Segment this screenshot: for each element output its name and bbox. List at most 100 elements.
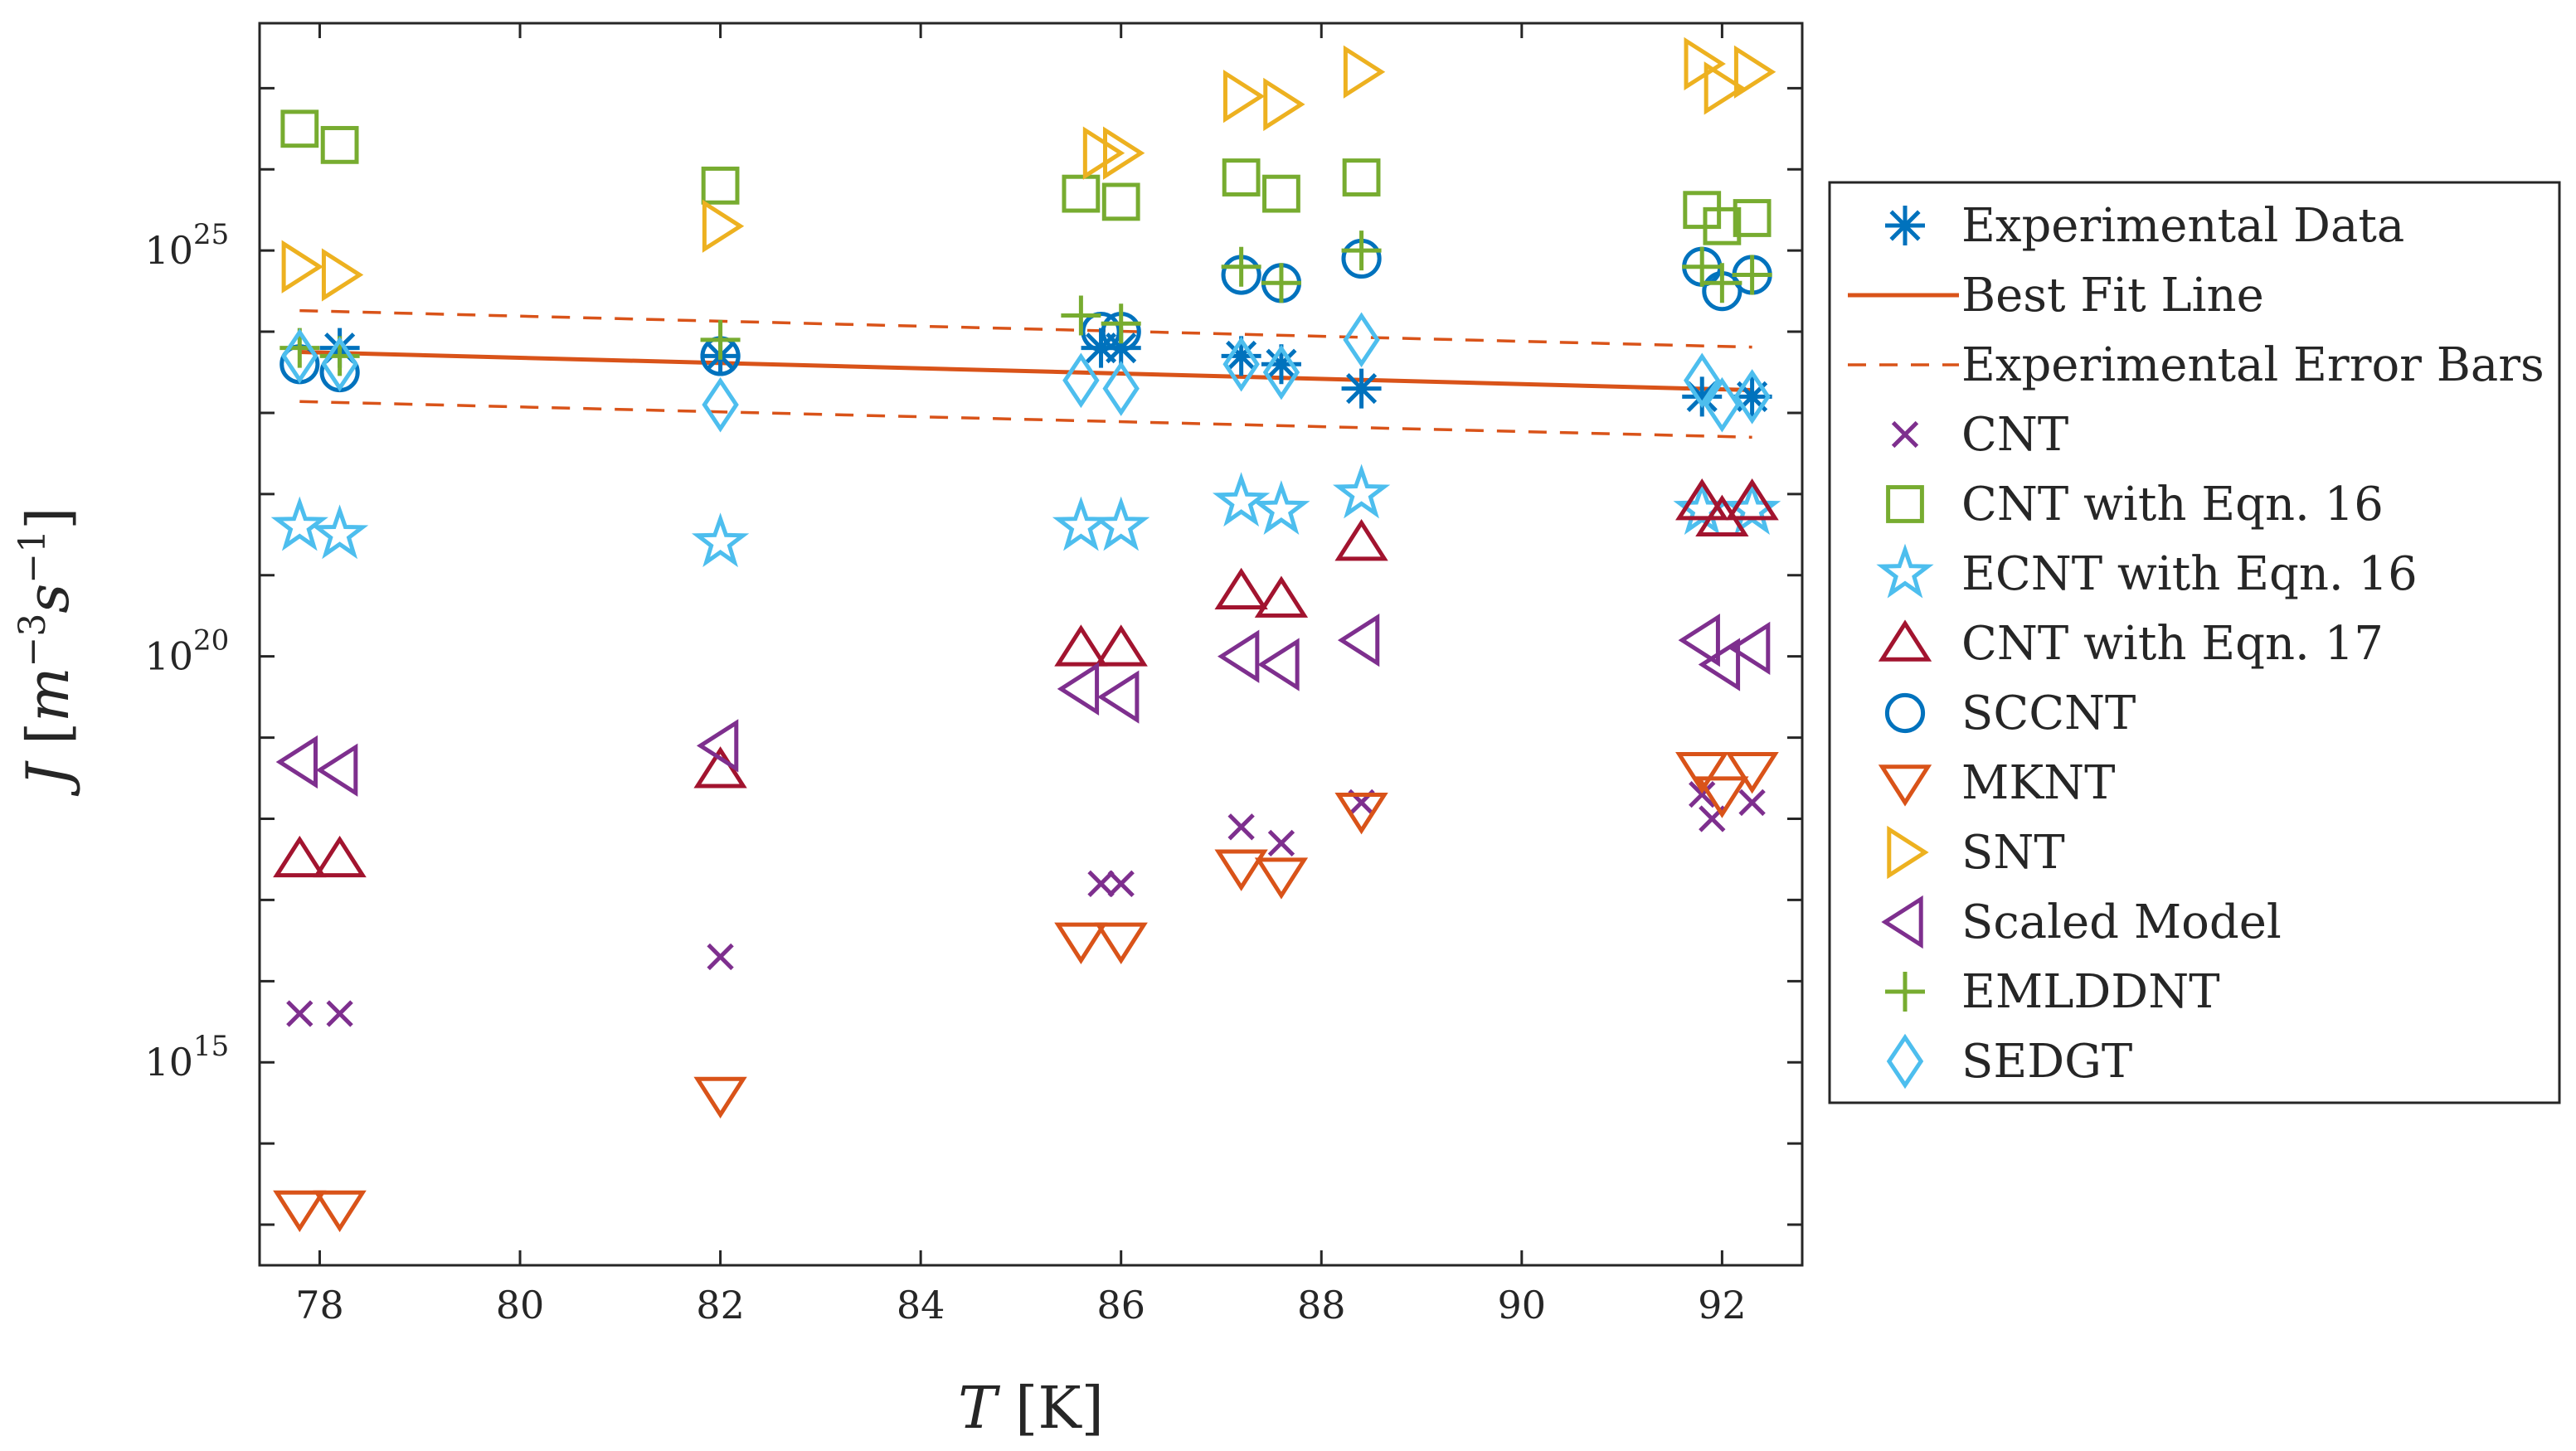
- legend-marker-cnt-with-eqn-17: [1878, 619, 1932, 662]
- marker-emlddnt: [1061, 295, 1101, 336]
- marker-snt: [321, 248, 364, 302]
- x-tick-label: 90: [1498, 1283, 1547, 1327]
- x-tick-label: 78: [295, 1283, 344, 1327]
- marker-mknt: [313, 1190, 367, 1233]
- marker-cnt-with-eqn-17: [1254, 575, 1309, 618]
- legend-label-cnt-with-eqn-17: CNT with Eqn. 17: [1961, 617, 2384, 671]
- marker-cnt-with-eqn-16: [1342, 158, 1381, 197]
- x-tick-label: 86: [1096, 1283, 1145, 1327]
- error-bar-lower: [299, 400, 1752, 439]
- marker-cnt-with-eqn-17: [313, 835, 367, 878]
- marker-sedgt: [321, 336, 358, 392]
- y-tick-label: 10: [144, 634, 193, 679]
- legend-marker-snt: [1887, 825, 1929, 880]
- legend-marker-scaled-model: [1881, 895, 1923, 949]
- marker-snt: [1222, 69, 1266, 124]
- marker-cnt: [1689, 780, 1716, 808]
- marker-emlddnt: [1261, 263, 1301, 303]
- legend-label-sedgt: SEDGT: [1961, 1035, 2132, 1089]
- marker-cnt: [286, 1000, 313, 1027]
- marker-mknt: [1094, 922, 1148, 965]
- marker-experimental-data: [1221, 336, 1261, 376]
- marker-mknt: [1254, 857, 1309, 900]
- marker-ecnt-with-eqn-16: [310, 504, 369, 560]
- marker-mknt: [1334, 793, 1388, 835]
- marker-cnt: [1227, 813, 1255, 841]
- marker-cnt-with-eqn-17: [1214, 567, 1268, 610]
- marker-cnt-with-eqn-17: [1054, 624, 1108, 667]
- marker-ecnt-with-eqn-16: [1212, 472, 1271, 527]
- legend-label-experimental-data: Experimental Data: [1961, 199, 2404, 253]
- marker-snt: [1263, 77, 1305, 132]
- legend-marker-experimental-data: [1885, 206, 1925, 245]
- legend-marker-sedgt: [1886, 1033, 1924, 1089]
- x-tick-label: 88: [1297, 1283, 1346, 1327]
- marker-cnt: [1738, 789, 1766, 817]
- marker-cnt-with-eqn-16: [280, 109, 319, 148]
- marker-sedgt: [1704, 376, 1741, 433]
- marker-sedgt: [1222, 336, 1260, 392]
- legend-label-mknt: MKNT: [1961, 756, 2116, 810]
- legend-marker-mknt: [1878, 764, 1932, 807]
- marker-emlddnt: [1101, 303, 1141, 344]
- y-axis-var: J: [14, 760, 82, 797]
- legend-label-sccnt: SCCNT: [1961, 687, 2136, 740]
- marker-emlddnt: [1732, 255, 1772, 295]
- marker-mknt: [273, 1190, 327, 1233]
- x-tick-label: 80: [496, 1283, 545, 1327]
- marker-snt: [1343, 45, 1386, 99]
- marker-cnt-with-eqn-16: [320, 125, 359, 164]
- marker-emlddnt: [700, 319, 741, 360]
- marker-mknt: [693, 1076, 747, 1119]
- plot-area: [258, 22, 1804, 1267]
- marker-sedgt: [1262, 344, 1300, 400]
- marker-cnt-with-eqn-16: [701, 166, 740, 205]
- marker-snt: [702, 199, 745, 253]
- marker-emlddnt: [1341, 231, 1382, 271]
- legend-label-ecnt-with-eqn-16: ECNT with Eqn. 16: [1961, 547, 2418, 601]
- marker-sedgt: [702, 376, 739, 433]
- marker-cnt-with-eqn-17: [273, 835, 327, 878]
- marker-sccnt: [1081, 311, 1121, 352]
- marker-scaled-model: [1097, 670, 1140, 724]
- legend-label-scaled-model: Scaled Model: [1961, 895, 2282, 949]
- legend-label-best-fit-line: Best Fit Line: [1961, 269, 2264, 323]
- marker-mknt: [1695, 776, 1749, 818]
- marker-snt: [1103, 126, 1145, 180]
- legend-label-emlddnt: EMLDDNT: [1961, 965, 2220, 1019]
- legend-marker-sccnt: [1884, 692, 1926, 734]
- marker-cnt-with-eqn-17: [1334, 518, 1388, 561]
- x-tick-label: 82: [696, 1283, 745, 1327]
- y-axis-title: J [m−3s−1]: [12, 507, 82, 796]
- marker-ecnt-with-eqn-16: [270, 496, 328, 551]
- marker-cnt-with-eqn-17: [1675, 478, 1729, 521]
- marker-snt: [281, 240, 323, 294]
- marker-cnt-with-eqn-16: [1703, 206, 1742, 245]
- legend-label-cnt: CNT: [1961, 408, 2068, 462]
- marker-sedgt: [281, 328, 318, 384]
- marker-ecnt-with-eqn-16: [1332, 463, 1391, 519]
- y-tick-label-exp: 15: [193, 1030, 229, 1063]
- marker-scaled-model: [1217, 629, 1260, 683]
- marker-sedgt: [1343, 312, 1380, 368]
- legend-items: Experimental Data Best Fit Line Experiment…: [1848, 199, 2544, 1089]
- marker-mknt: [1675, 752, 1729, 794]
- marker-cnt-with-eqn-17: [1725, 478, 1779, 521]
- y-tick-label: 10: [144, 1040, 193, 1085]
- legend-label-snt: SNT: [1961, 826, 2065, 880]
- marker-snt: [1704, 61, 1747, 115]
- marker-sedgt: [1102, 361, 1140, 416]
- marker-scaled-model: [1698, 638, 1741, 692]
- marker-scaled-model: [315, 743, 358, 797]
- marker-cnt-with-eqn-17: [1695, 494, 1749, 536]
- data-markers: [270, 36, 1781, 1233]
- marker-mknt: [1054, 922, 1108, 965]
- marker-ecnt-with-eqn-16: [1252, 480, 1310, 535]
- legend: [1828, 181, 2561, 1104]
- marker-ecnt-with-eqn-16: [1092, 496, 1150, 551]
- marker-emlddnt: [1221, 246, 1261, 287]
- legend-label-experimental-error-bars: Experimental Error Bars: [1961, 338, 2544, 392]
- legend-marker-ecnt-with-eqn-16: [1876, 543, 1934, 599]
